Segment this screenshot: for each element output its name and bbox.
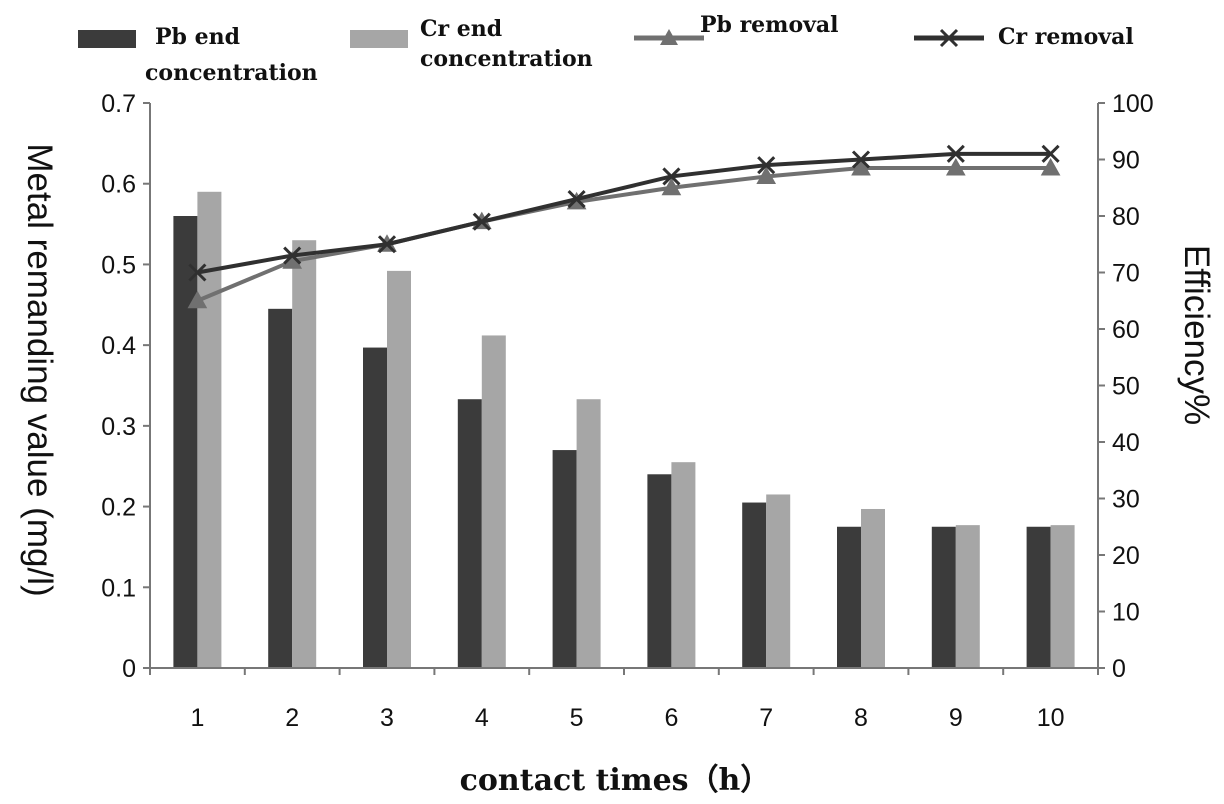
bar-cr-end-concentration: [387, 270, 411, 668]
bar-pb-end-concentration: [837, 526, 861, 668]
legend: Pb end concentration Cr end concentration Pb…: [78, 12, 1134, 86]
x-tick-label: 3: [380, 704, 394, 732]
ticks: 0 0.1 0.2 0.3 0.4 0.5 0.6 0.7 0 10 20 30 40 50 60 70 80 9…: [101, 90, 1153, 732]
marker-pb-removal: [187, 290, 208, 309]
x-tick-label: 5: [570, 704, 584, 732]
marker-pb-removal: [661, 177, 682, 196]
y-tick-label: 0.3: [101, 413, 136, 441]
bar-cr-end-concentration: [481, 335, 506, 668]
y2-tick-label: 80: [1112, 203, 1140, 231]
bar-pb-end-concentration: [552, 450, 577, 668]
marker-cr-removal: [662, 167, 681, 186]
bar-cr-end-concentration: [576, 399, 601, 668]
legend-swatch-cr-end-concentration: [350, 30, 408, 48]
y2-tick-label: 20: [1112, 542, 1140, 570]
y-axis-title: Metal remanding value (mg/l): [20, 143, 59, 596]
line-pb-removal: [196, 165, 1051, 303]
line-cr-removal: [197, 151, 1051, 275]
y2-axis-title: Efficiency%: [1177, 245, 1216, 425]
marker-cr-removal: [757, 156, 776, 175]
y2-tick-label: 60: [1112, 316, 1140, 344]
y2-tick-label: 100: [1112, 90, 1154, 118]
legend-marker-cr-removal: [939, 28, 959, 48]
x-tick-label: 10: [1037, 704, 1065, 732]
y-tick-label: 0: [122, 655, 136, 683]
marker-cr-removal: [283, 246, 302, 265]
y-tick-label: 0.4: [101, 332, 136, 360]
x-tick-label: 6: [664, 704, 678, 732]
bar-cr-end-concentration: [861, 508, 885, 668]
marker-pb-removal: [945, 157, 966, 176]
bar-pb-end-concentration: [173, 216, 198, 668]
legend-label-pb-removal: Pb removal: [700, 12, 839, 38]
y2-tick-label: 90: [1112, 147, 1140, 175]
y-tick-label: 0.1: [101, 574, 136, 602]
bar-cr-end-concentration: [197, 191, 222, 669]
marker-cr-removal: [946, 144, 965, 163]
y2-tick-label: 10: [1112, 599, 1140, 627]
legend-label-pb-end-concentration: Pb end concentration: [145, 24, 318, 86]
bar-pb-end-concentration: [363, 347, 387, 668]
y-tick-label: 0.5: [101, 251, 136, 279]
y2-tick-label: 30: [1112, 486, 1140, 514]
bar-pb-end-concentration: [268, 308, 293, 668]
bar-cr-end-concentration: [766, 494, 791, 668]
x-tick-label: 9: [949, 704, 963, 732]
marker-cr-removal: [472, 212, 491, 231]
x-tick-label: 8: [854, 704, 868, 732]
bar-pb-end-concentration: [647, 474, 672, 668]
legend-label-cr-removal: Cr removal: [998, 24, 1134, 50]
bar-cr-end-concentration: [671, 462, 696, 668]
lines: [187, 144, 1061, 309]
bar-pb-end-concentration: [457, 399, 482, 668]
marker-pb-removal: [1040, 157, 1061, 176]
bar-pb-end-concentration: [742, 502, 767, 668]
y2-tick-label: 70: [1112, 260, 1140, 288]
bar-pb-end-concentration: [931, 526, 956, 668]
bar-cr-end-concentration: [955, 525, 980, 668]
marker-cr-removal: [1041, 144, 1060, 163]
x-tick-label: 7: [759, 704, 773, 732]
y-tick-label: 0.6: [101, 171, 136, 199]
bars: [173, 191, 1075, 669]
marker-pb-removal: [851, 157, 871, 176]
legend-label-cr-end-concentration: Cr end concentration: [420, 16, 593, 72]
bar-cr-end-concentration: [292, 240, 317, 668]
x-tick-label: 2: [285, 704, 299, 732]
legend-swatch-pb-end-concentration: [78, 30, 136, 48]
x-tick-label: 1: [190, 704, 204, 732]
x-axis-title: contact times（h）: [460, 763, 771, 798]
y2-tick-label: 50: [1112, 373, 1140, 401]
bar-pb-end-concentration: [1026, 526, 1051, 668]
legend-marker-pb-removal: [660, 29, 678, 45]
y2-tick-label: 40: [1112, 429, 1140, 457]
x-tick-label: 4: [475, 704, 489, 732]
marker-pb-removal: [756, 166, 777, 184]
marker-cr-removal: [851, 150, 871, 169]
y2-tick-label: 0: [1112, 655, 1126, 683]
marker-cr-removal: [567, 189, 586, 209]
marker-cr-removal: [377, 235, 397, 254]
y-tick-label: 0.7: [101, 90, 136, 118]
y-tick-label: 0.2: [101, 494, 136, 522]
marker-cr-removal: [188, 263, 207, 282]
bar-cr-end-concentration: [1050, 525, 1075, 668]
